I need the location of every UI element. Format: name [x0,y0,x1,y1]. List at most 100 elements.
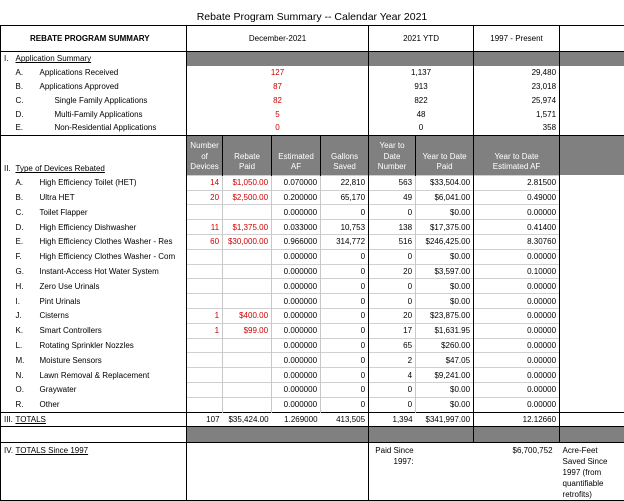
ytd-af: 0.00000 [474,308,560,323]
total-ytd-paid: $341,997.00 [416,412,474,427]
device-label: Smart Controllers [37,323,187,338]
section-2-title: Type of Devices Rebated [13,135,187,175]
estimated-af: 0.000000 [272,338,321,353]
rebate-paid [223,397,272,412]
ytd-number: 4 [369,368,416,383]
rebate-paid: $400.00 [223,308,272,323]
rebate-paid: $30,000.00 [223,234,272,249]
ytd-number: 0 [369,249,416,264]
device-count [187,279,223,294]
ytd-paid: $1,631.95 [416,323,474,338]
rebate-paid: $1,050.00 [223,175,272,190]
row-letter: G. [13,264,37,279]
device-label: Rotating Sprinkler Nozzles [37,338,187,353]
gallons-saved: 0 [321,338,369,353]
row-letter: N. [13,368,37,383]
ytd-value: 0 [369,121,474,135]
ytd-af: 0.00000 [474,323,560,338]
device-count: 14 [187,175,223,190]
column-header-row: REBATE PROGRAM SUMMARY December-2021 202… [1,26,624,52]
column-header-ytd-paid: Year to Date Paid [416,135,474,175]
ytd-paid: $0.00 [416,294,474,309]
since-value: 23,018 [474,80,560,94]
month-value: 127 [187,66,369,80]
application-label: Applications Approved [37,80,187,94]
device-count: 20 [187,190,223,205]
ytd-number: 65 [369,338,416,353]
device-label: High Efficiency Toilet (HET) [37,175,187,190]
row-letter: M. [13,353,37,368]
device-label: Ultra HET [37,190,187,205]
estimated-af: 0.000000 [272,397,321,412]
gallons-saved: 0 [321,353,369,368]
row-letter: A. [13,66,37,80]
estimated-af: 0.033000 [272,220,321,235]
ytd-paid: $0.00 [416,397,474,412]
ytd-number: 0 [369,279,416,294]
device-count: 60 [187,234,223,249]
column-header-devices: Number of Devices [187,135,223,175]
rebate-paid [223,368,272,383]
gallons-saved: 0 [321,323,369,338]
ytd-af: 0.00000 [474,279,560,294]
gallons-saved: 0 [321,294,369,309]
device-label: Toilet Flapper [37,205,187,220]
since-value: 25,974 [474,93,560,107]
estimated-af: 0.000000 [272,279,321,294]
application-label: Non-Residential Applications [37,121,187,135]
row-letter: D. [13,220,37,235]
device-count [187,249,223,264]
estimated-af: 0.000000 [272,308,321,323]
device-label: Graywater [37,382,187,397]
ytd-af: 2.81500 [474,175,560,190]
ytd-number: 0 [369,382,416,397]
row-letter: O. [13,382,37,397]
total-ytd-number: 1,394 [369,412,416,427]
gallons-saved: 0 [321,397,369,412]
device-label: Cisterns [37,308,187,323]
row-letter: J. [13,308,37,323]
device-label: High Efficiency Dishwasher [37,220,187,235]
af-since-value: $6,700,752 [474,443,560,501]
gallons-saved: 0 [321,264,369,279]
gallons-saved: 0 [321,249,369,264]
ytd-paid: $260.00 [416,338,474,353]
estimated-af: 0.000000 [272,353,321,368]
ytd-paid: $47.05 [416,353,474,368]
rebate-paid [223,353,272,368]
device-label: High Efficiency Clothes Washer - Res [37,234,187,249]
ytd-number: 0 [369,397,416,412]
paid-since-value: 6,700,752 [517,445,557,456]
device-count: 11 [187,220,223,235]
ytd-af: 0.00000 [474,338,560,353]
report-title: Rebate Program Summary -- Calendar Year … [0,11,624,23]
rebate-paid [223,338,272,353]
gallons-saved: 0 [321,205,369,220]
ytd-paid: $0.00 [416,205,474,220]
rebate-paid [223,264,272,279]
ytd-value: 822 [369,93,474,107]
device-label: Pint Urinals [37,294,187,309]
totals-label: TOTALS [13,412,187,427]
column-header-ytd-num: Year to Date Number [369,135,416,175]
device-label: Instant-Access Hot Water System [37,264,187,279]
rebate-paid: $2,500.00 [223,190,272,205]
row-letter: B. [13,190,37,205]
device-count: 1 [187,308,223,323]
ytd-number: 20 [369,308,416,323]
currency-symbol: $ [512,446,516,455]
total-gallons: 413,505 [321,412,369,427]
row-letter: R. [13,397,37,412]
ytd-paid: $0.00 [416,279,474,294]
device-label: Other [37,397,187,412]
